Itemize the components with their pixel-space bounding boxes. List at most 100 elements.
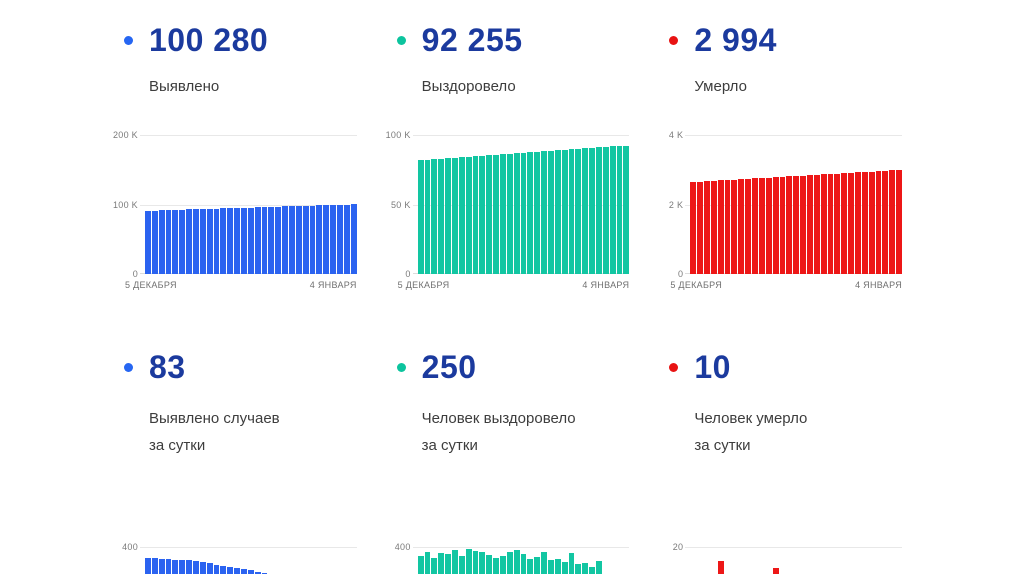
- bar: [506, 153, 513, 274]
- bar: [896, 169, 902, 274]
- bar: [172, 559, 179, 574]
- bar: [220, 208, 227, 274]
- bar: [431, 557, 438, 574]
- bar: [738, 179, 745, 274]
- bar: [609, 146, 616, 274]
- y-tick: 50 K: [390, 199, 411, 210]
- bar: [289, 206, 295, 274]
- bar: [623, 145, 630, 274]
- bar: [765, 177, 772, 274]
- x-tick-start: 5 ДЕКАБРЯ: [125, 280, 177, 290]
- bar: [561, 149, 568, 274]
- headline-row: 2 994: [657, 22, 902, 58]
- detected-daily-value: 83: [149, 349, 186, 385]
- bar: [493, 558, 499, 574]
- bar: [424, 551, 431, 574]
- y-axis: 200 K 100 K 0: [112, 130, 145, 279]
- y-tick: 4 K: [668, 130, 684, 140]
- x-axis-labels: 5 ДЕКАБРЯ 4 ЯНВАРЯ: [112, 280, 357, 292]
- bar: [561, 562, 568, 574]
- y-tick: 20: [672, 542, 684, 552]
- bar: [145, 210, 151, 274]
- bar: [350, 204, 357, 274]
- bar: [575, 563, 582, 574]
- recovered-total-label: Выздоровело: [422, 73, 630, 100]
- y-axis: 4 K 2 K 0: [657, 130, 690, 279]
- bar: [158, 210, 165, 274]
- gridline: [140, 547, 357, 548]
- bar: [145, 557, 151, 574]
- bar: [861, 171, 868, 274]
- x-tick-start: 5 ДЕКАБРЯ: [670, 280, 723, 290]
- panel-recovered-total: 92 255 Выздоровело 100 K 50 K 0 5 ДЕКАБР…: [385, 20, 630, 292]
- bar: [213, 208, 220, 274]
- bar: [527, 559, 534, 574]
- bar: [472, 550, 479, 574]
- bar: [520, 152, 527, 274]
- bar: [717, 180, 724, 274]
- bar: [827, 173, 834, 274]
- bar: [758, 177, 765, 274]
- bar: [841, 173, 848, 274]
- bar: [806, 175, 813, 274]
- panel-deaths-total-header: 2 994 Умерло: [657, 22, 902, 135]
- bar: [499, 154, 506, 274]
- bar: [302, 205, 309, 274]
- bar: [575, 148, 582, 274]
- deaths-daily-label: Человек умерло за сутки: [694, 405, 902, 459]
- bar: [213, 564, 220, 574]
- bar: [602, 146, 609, 274]
- plot-area: [140, 547, 357, 574]
- panel-deaths-daily: 10 Человек умерло за сутки 20 10: [657, 292, 902, 574]
- bar: [472, 156, 479, 274]
- deaths-legend-dot-icon: [669, 35, 679, 45]
- bar: [800, 175, 806, 274]
- bar: [172, 209, 179, 274]
- bar: [541, 151, 547, 274]
- bar: [241, 568, 247, 574]
- bar: [541, 551, 547, 574]
- bar: [343, 204, 350, 274]
- bar: [547, 150, 554, 274]
- bar: [282, 206, 289, 274]
- panel-detected-daily: 83 Выявлено случаев за сутки 400 200: [112, 292, 357, 574]
- bar: [186, 209, 193, 274]
- bar: [151, 558, 158, 574]
- recovered-daily-label: Человек выздоровело за сутки: [422, 405, 630, 459]
- bar: [697, 181, 704, 274]
- headline-row: 10: [657, 349, 902, 385]
- detected-daily-label: Выявлено случаев за сутки: [149, 405, 357, 459]
- bar: [445, 158, 451, 274]
- bar: [479, 155, 486, 274]
- detected-daily-chart: 400 200: [112, 542, 357, 574]
- deaths-total-label: Умерло: [694, 73, 902, 100]
- gridline: [685, 135, 902, 136]
- panel-detected-total: 100 280 Выявлено 200 K 100 K 0 5 ДЕКАБРЯ…: [112, 20, 357, 292]
- bar: [486, 554, 493, 574]
- metric-label-line2: за сутки: [421, 437, 478, 454]
- bar: [745, 178, 752, 274]
- bar: [868, 171, 875, 274]
- bar: [316, 205, 323, 274]
- bar: [438, 158, 445, 274]
- headline-row: 250: [385, 349, 630, 385]
- bar: [206, 563, 213, 574]
- detected-total-value: 100 280: [149, 22, 269, 58]
- metric-label-line1: Выздоровело: [421, 78, 516, 95]
- bar: [493, 154, 499, 274]
- panel-detected-total-header: 100 280 Выявлено: [112, 22, 357, 135]
- recovered-legend-dot-icon: [396, 35, 406, 45]
- bar: [772, 177, 779, 274]
- bar: [151, 210, 158, 274]
- bar: [165, 210, 172, 274]
- recovered-total-value: 92 255: [421, 22, 523, 58]
- bar: [520, 554, 527, 574]
- bar: [179, 209, 186, 274]
- y-tick: 200 K: [112, 130, 138, 140]
- bar: [193, 209, 199, 274]
- x-axis-labels: 5 ДЕКАБРЯ 4 ЯНВАРЯ: [657, 280, 902, 292]
- bar: [499, 555, 506, 574]
- bar: [834, 173, 841, 274]
- panel-deaths-total: 2 994 Умерло 4 K 2 K 0 5 ДЕКАБРЯ 4 ЯНВАР…: [657, 20, 902, 292]
- bar: [330, 205, 337, 274]
